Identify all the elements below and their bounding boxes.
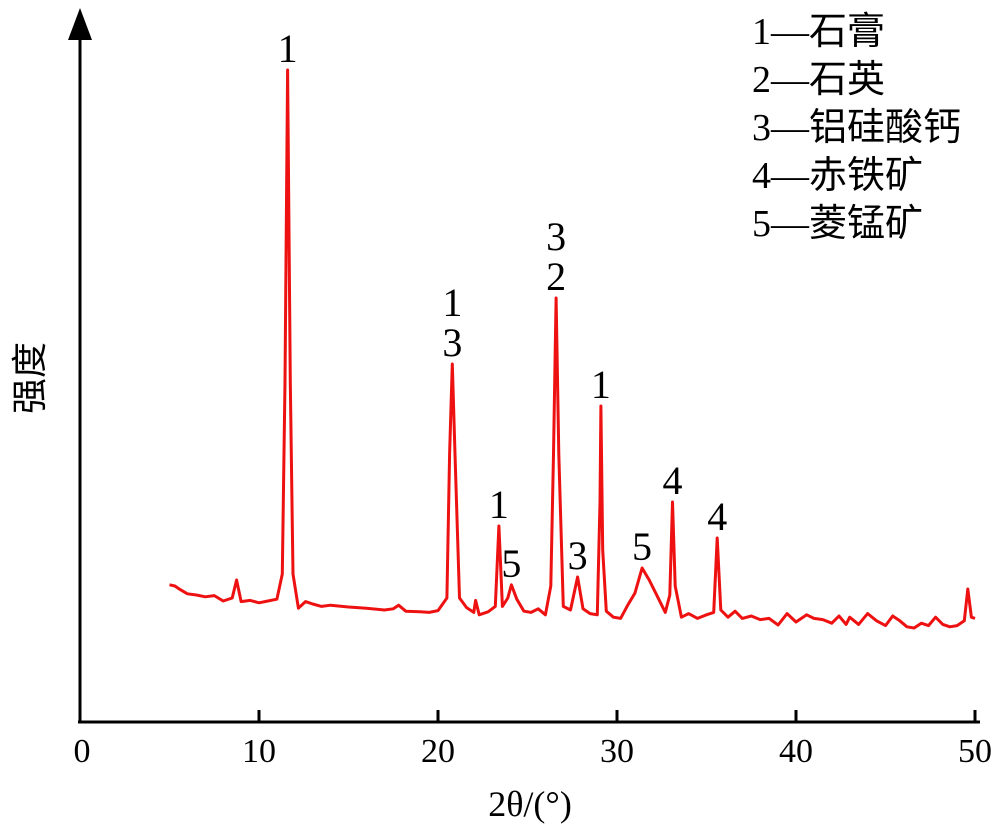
x-axis-label: 2θ/(°) [488, 784, 572, 824]
peak-label-8-0: 4 [662, 458, 682, 503]
axes [68, 8, 980, 724]
x-tick-label-20: 20 [421, 733, 455, 770]
x-ticks: 0 10 20 30 40 50 [74, 710, 992, 770]
peak-label-2-0: 1 [489, 482, 509, 527]
peak-label-4-0: 3 [546, 214, 566, 259]
legend-entry-2: 2—石英 [752, 59, 885, 101]
peak-label-7-0: 5 [632, 524, 652, 569]
x-tick-label-40: 40 [779, 733, 813, 770]
legend-entry-4: 4—赤铁矿 [752, 155, 923, 197]
peak-label-9-0: 4 [707, 494, 727, 539]
x-tick-label-30: 30 [600, 733, 634, 770]
legend: 1—石膏 2—石英 3—铝硅酸钙 4—赤铁矿 5—菱锰矿 [752, 11, 961, 245]
x-tick-label-0: 0 [74, 733, 91, 770]
series-line [169, 68, 976, 630]
peak-label-1-0: 1 [442, 280, 462, 325]
peak-label-5-0: 3 [568, 533, 588, 578]
peak-label-0-0: 1 [278, 26, 298, 71]
x-tick-label-50: 50 [958, 733, 992, 770]
peak-label-1-1: 3 [442, 320, 462, 365]
y-axis-label: 强度 [10, 342, 50, 414]
legend-entry-1: 1—石膏 [752, 11, 885, 53]
y-axis-arrow-icon [68, 8, 92, 40]
x-tick-label-10: 10 [242, 733, 276, 770]
legend-entry-5: 5—菱锰矿 [752, 203, 923, 245]
peak-label-6-0: 1 [591, 362, 611, 407]
legend-entry-3: 3—铝硅酸钙 [752, 107, 961, 149]
peak-label-4-1: 2 [546, 254, 566, 299]
peak-label-3-0: 5 [501, 541, 521, 586]
